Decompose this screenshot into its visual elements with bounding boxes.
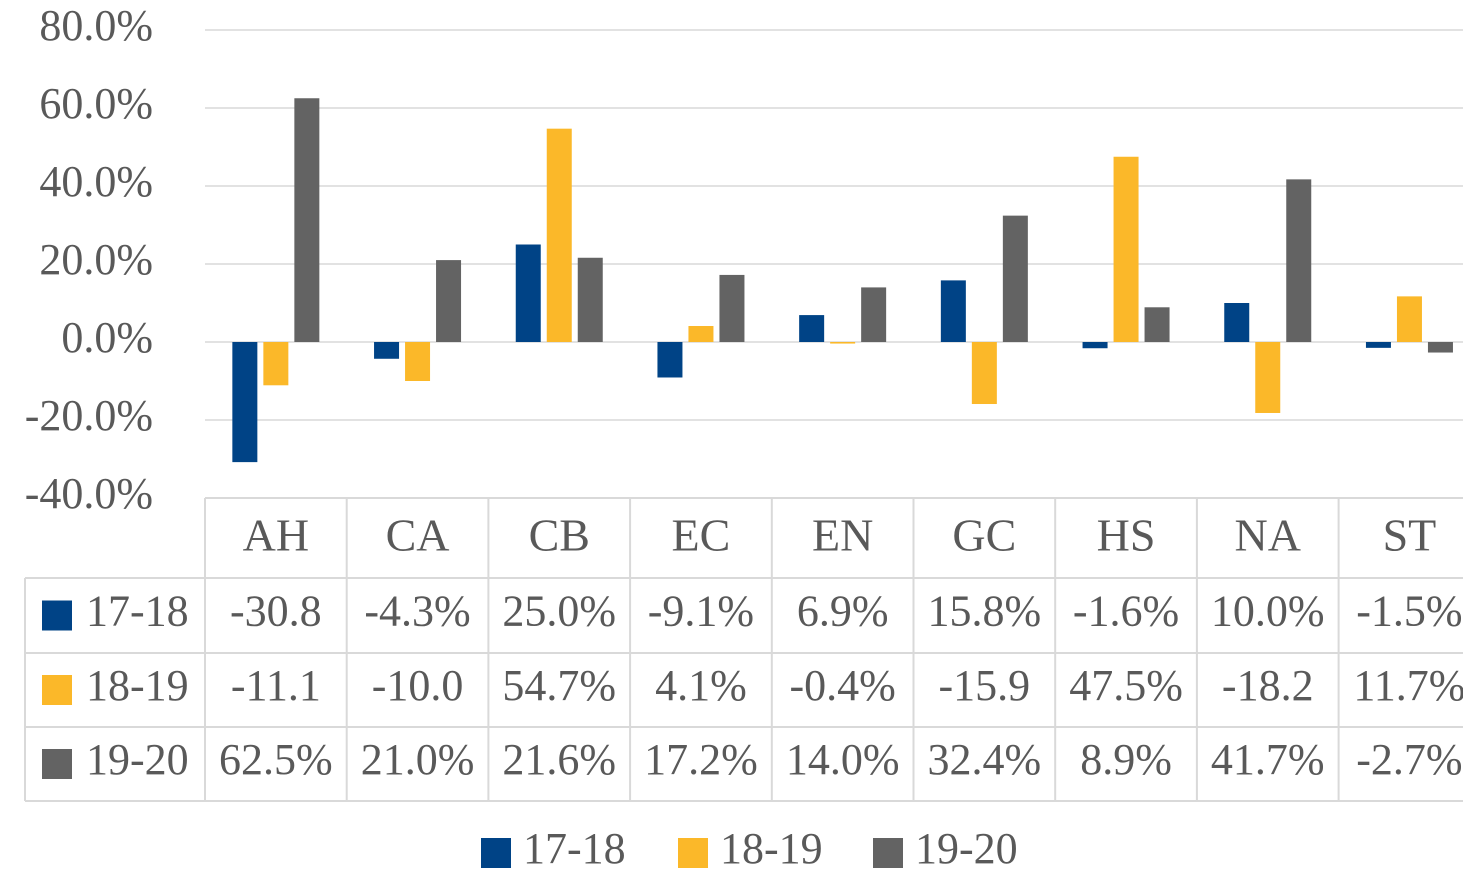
table-value: 6.9% xyxy=(797,587,889,636)
table-value: -1.5% xyxy=(1356,587,1462,636)
bar xyxy=(1113,156,1139,342)
table-value: 32.4% xyxy=(928,735,1042,784)
table-value: 10.0% xyxy=(1211,587,1325,636)
legend-key xyxy=(481,838,511,868)
bar xyxy=(1365,342,1391,348)
table-value: 8.9% xyxy=(1080,735,1172,784)
legend-key xyxy=(678,838,708,868)
table-value: 4.1% xyxy=(655,661,747,710)
table-value: -2.7% xyxy=(1356,735,1462,784)
table-value: 21.0% xyxy=(361,735,475,784)
bar xyxy=(1396,296,1422,342)
table-value: -9.1% xyxy=(648,587,754,636)
bar xyxy=(971,342,997,405)
bar xyxy=(232,342,258,463)
x-tick-label: ST xyxy=(1383,510,1437,561)
x-tick-label: CA xyxy=(386,510,450,561)
bar xyxy=(1144,307,1170,342)
table-value: 15.8% xyxy=(928,587,1042,636)
table-key xyxy=(42,675,72,705)
table-series-name: 19-20 xyxy=(86,735,189,784)
table-series-name: 18-19 xyxy=(86,661,189,710)
table-value: 47.5% xyxy=(1069,661,1183,710)
bar xyxy=(1286,179,1312,342)
table-value: 62.5% xyxy=(219,735,333,784)
y-tick-label: -20.0% xyxy=(25,391,153,440)
bar xyxy=(546,128,572,342)
x-tick-label: EN xyxy=(812,510,873,561)
table-value: -4.3% xyxy=(364,587,470,636)
y-tick-label: -40.0% xyxy=(25,469,153,518)
bar xyxy=(1002,215,1028,342)
bar xyxy=(263,342,289,386)
table-series-name: 17-18 xyxy=(86,587,189,636)
legend-key xyxy=(873,838,903,868)
table-value: 54.7% xyxy=(502,661,616,710)
legend-label: 19-20 xyxy=(915,824,1018,873)
y-tick-label: 20.0% xyxy=(39,235,153,284)
legend-label: 18-19 xyxy=(720,824,823,873)
bar xyxy=(719,274,745,342)
bar xyxy=(657,342,683,378)
bar xyxy=(405,342,431,381)
bar xyxy=(1255,342,1281,413)
y-tick-label: 40.0% xyxy=(39,157,153,206)
x-tick-label: AH xyxy=(243,510,309,561)
table-value: -18.2 xyxy=(1222,661,1314,710)
bar xyxy=(577,257,603,342)
table-value: -11.1 xyxy=(231,661,321,710)
bar xyxy=(830,342,856,344)
table-value: 41.7% xyxy=(1211,735,1325,784)
y-tick-label: 0.0% xyxy=(61,313,153,362)
bar xyxy=(294,98,320,342)
bar xyxy=(374,342,400,359)
table-value: -30.8 xyxy=(230,587,322,636)
table-value: 11.7% xyxy=(1353,661,1463,710)
bar xyxy=(861,287,887,342)
table-value: -0.4% xyxy=(789,661,895,710)
x-tick-label: CB xyxy=(529,510,590,561)
x-tick-label: GC xyxy=(952,510,1016,561)
x-tick-label: HS xyxy=(1097,510,1156,561)
bar xyxy=(1082,342,1108,349)
table-key xyxy=(42,600,72,631)
bar xyxy=(436,260,462,342)
bar xyxy=(688,326,714,342)
y-tick-label: 80.0% xyxy=(39,1,153,50)
table-value: 17.2% xyxy=(644,735,758,784)
table-value: -1.6% xyxy=(1073,587,1179,636)
x-tick-label: EC xyxy=(672,510,731,561)
table-value: 14.0% xyxy=(786,735,900,784)
bar xyxy=(1427,342,1453,353)
table-value: -10.0 xyxy=(372,661,464,710)
table-key xyxy=(42,749,72,779)
y-tick-label: 60.0% xyxy=(39,79,153,128)
table-value: 25.0% xyxy=(502,587,616,636)
bar xyxy=(799,315,825,342)
table-value: -15.9 xyxy=(939,661,1031,710)
bar xyxy=(1224,303,1250,342)
bar xyxy=(515,244,541,342)
bar xyxy=(940,280,966,342)
x-tick-label: NA xyxy=(1235,510,1301,561)
table-value: 21.6% xyxy=(502,735,616,784)
legend-label: 17-18 xyxy=(523,824,626,873)
